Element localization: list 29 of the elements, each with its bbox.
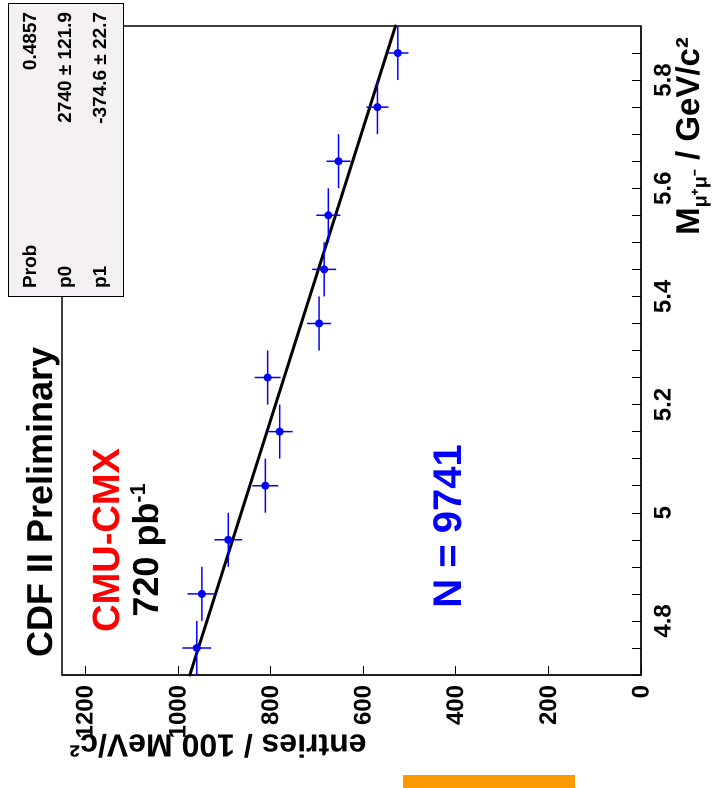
y-tick-label: 5.8 [650, 63, 676, 97]
y-tick-label: 4.8 [650, 604, 676, 638]
point [192, 644, 201, 652]
annotation: CMU-CMX [86, 448, 129, 632]
x-tick-label: 200 [534, 685, 562, 726]
text: CDF II Preliminary [19, 346, 60, 658]
text: p1 -374.6 ± 22.7 [90, 12, 112, 288]
point [334, 157, 343, 166]
point [224, 536, 232, 544]
y-tick-label: 5.4 [650, 279, 676, 314]
point [261, 482, 270, 490]
point [394, 49, 402, 58]
y-tick-label: 5.6 [650, 172, 676, 205]
x-tick-label: 600 [350, 685, 377, 726]
point [315, 319, 324, 328]
point [324, 211, 332, 220]
point [276, 428, 284, 436]
x-tick-label: 0 [628, 685, 654, 698]
y-tick-label: 5.2 [650, 388, 676, 422]
x-tick-label: 400 [442, 685, 470, 726]
y-tick-label: 5 [650, 506, 676, 520]
annotation: N = 9741 [426, 444, 470, 608]
text: Prob 0.4857 [20, 12, 41, 288]
text: p0 2740 ± 121.9 [54, 12, 76, 288]
point [198, 590, 206, 598]
point [264, 374, 272, 382]
point [373, 103, 382, 112]
point [320, 265, 328, 274]
x-tick-label: 800 [256, 685, 284, 726]
